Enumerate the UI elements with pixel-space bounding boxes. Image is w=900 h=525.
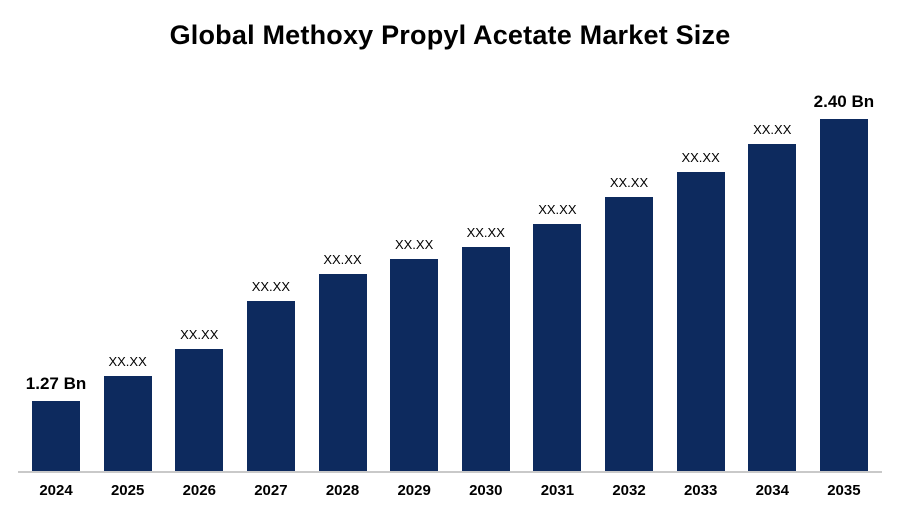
- bar-column-2031: XX.XX: [533, 202, 582, 471]
- bar-2027: [246, 301, 295, 471]
- bar-2025: [103, 376, 152, 471]
- bar-column-2035: 2.40 Bn: [814, 92, 874, 471]
- x-tick-2031: 2031: [540, 482, 575, 499]
- chart-root: Global Methoxy Propyl Acetate Market Siz…: [0, 20, 900, 525]
- x-tick-2027: 2027: [254, 482, 288, 499]
- chart-title: Global Methoxy Propyl Acetate Market Siz…: [169, 20, 731, 50]
- x-tick-2028: 2028: [325, 482, 360, 499]
- bar-value-label-2031: XX.XX: [538, 202, 577, 217]
- bar-value-label-2034: XX.XX: [753, 122, 792, 137]
- x-tick-2025: 2025: [110, 482, 145, 499]
- x-axis-line: [18, 471, 882, 473]
- bar-2028: [318, 274, 367, 471]
- bar-value-label-2030: XX.XX: [466, 225, 505, 240]
- plot-area: 1.27 Bn XX.XX XX.XX XX.XX XX.XX XX.XX XX.XX XX.…: [18, 92, 882, 499]
- x-tick-2026: 2026: [182, 482, 216, 499]
- x-tick-2034: 2034: [755, 482, 789, 499]
- bar-value-label-2027: XX.XX: [251, 279, 291, 294]
- bar-2032: [605, 197, 653, 471]
- bar-2026: [175, 349, 224, 471]
- bar-2030: [461, 247, 510, 471]
- bar-value-label-2033: XX.XX: [681, 150, 720, 165]
- bar-value-label-2035: 2.40 Bn: [813, 92, 875, 111]
- bar-value-label-2029: XX.XX: [394, 237, 434, 252]
- x-axis-labels: 2024 2025 2026 2027 2028 2029 2030 2031 2032 2033…: [18, 473, 882, 499]
- bar-column-2029: XX.XX: [390, 237, 439, 471]
- bar-column-2027: XX.XX: [246, 279, 295, 471]
- bar-column-2032: XX.XX: [605, 175, 653, 471]
- bar-2034: [748, 144, 797, 471]
- bar-value-label-2025: XX.XX: [108, 354, 147, 369]
- x-tick-2035: 2035: [827, 482, 861, 499]
- x-tick-2029: 2029: [397, 482, 431, 499]
- bar-value-label-2032: XX.XX: [609, 175, 649, 190]
- x-tick-2030: 2030: [469, 482, 503, 499]
- bar-2035: [819, 119, 868, 471]
- bar-column-2025: XX.XX: [103, 354, 152, 471]
- bar-2033: [676, 172, 725, 471]
- bar-column-2034: XX.XX: [748, 122, 797, 471]
- bar-column-2026: XX.XX: [175, 327, 224, 471]
- x-tick-2024: 2024: [39, 482, 73, 499]
- bar-value-label-2026: XX.XX: [180, 327, 219, 342]
- bar-value-label-2024: 1.27 Bn: [25, 374, 87, 393]
- bar-value-label-2028: XX.XX: [323, 252, 362, 267]
- bar-column-2028: XX.XX: [318, 252, 367, 471]
- bar-column-2024: 1.27 Bn: [26, 374, 86, 471]
- bar-2029: [390, 259, 439, 471]
- x-tick-2033: 2033: [683, 482, 718, 499]
- x-tick-2032: 2032: [612, 482, 646, 499]
- bar-column-2030: XX.XX: [461, 225, 510, 471]
- bars-container: 1.27 Bn XX.XX XX.XX XX.XX XX.XX XX.XX XX.XX XX.…: [18, 92, 882, 471]
- bar-2024: [32, 401, 80, 471]
- bar-column-2033: XX.XX: [676, 150, 725, 471]
- bar-2031: [533, 224, 582, 471]
